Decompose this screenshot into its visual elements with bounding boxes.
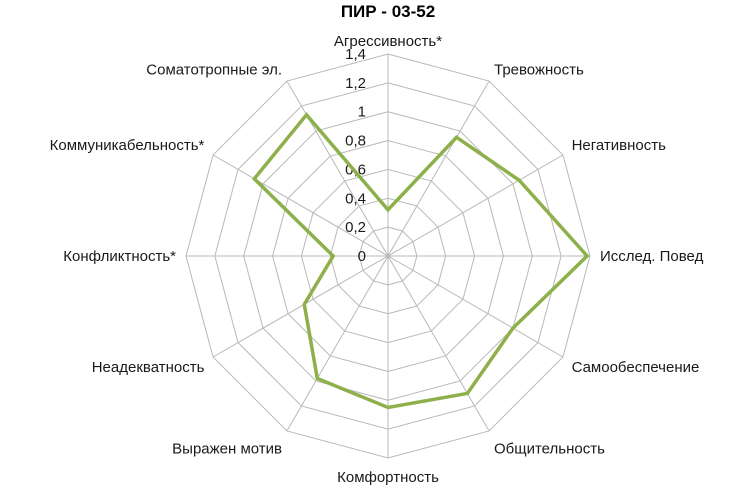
radar-spokes (186, 54, 590, 458)
category-label-10: Коммуникабельность* (50, 137, 205, 154)
spoke-4 (387, 255, 564, 358)
spoke-7 (286, 255, 389, 432)
category-label-8: Неадекватность (92, 359, 205, 376)
spoke-5 (387, 255, 490, 432)
tick-label-0: 0 (358, 248, 366, 265)
category-label-11: Соматотропные эл. (146, 61, 282, 78)
tick-label-1: 0,2 (345, 219, 366, 236)
chart-title: ПИР - 03-52 (341, 2, 435, 21)
series-line-0 (251, 112, 590, 410)
spoke-11 (286, 80, 389, 257)
category-label-5: Общительность (494, 441, 605, 458)
tick-label-2: 0,4 (345, 190, 366, 207)
category-label-4: Самообеспечение (572, 359, 700, 376)
category-labels: Агрессивность* Тревожность Негативность Исс… (50, 33, 704, 486)
category-label-6: Комфортность (337, 469, 439, 486)
tick-label-6: 1,2 (345, 75, 366, 92)
category-label-2: Негативность (572, 137, 667, 154)
data-series (251, 112, 590, 410)
category-label-9: Конфликтность* (63, 248, 176, 265)
spoke-10 (212, 154, 389, 257)
tick-label-4: 0,8 (345, 133, 366, 150)
category-label-1: Тревожность (494, 61, 584, 78)
category-label-3: Исслед. Повед (600, 248, 704, 265)
spoke-8 (212, 255, 389, 358)
radial-tick-labels: 00,20,40,60,811,21,4 (345, 46, 366, 265)
spoke-2 (387, 154, 564, 257)
category-label-0: Агрессивность* (334, 33, 442, 50)
category-label-7: Выражен мотив (172, 441, 282, 458)
spoke-1 (387, 80, 490, 257)
tick-label-5: 1 (358, 104, 366, 121)
tick-label-7: 1,4 (345, 46, 366, 63)
